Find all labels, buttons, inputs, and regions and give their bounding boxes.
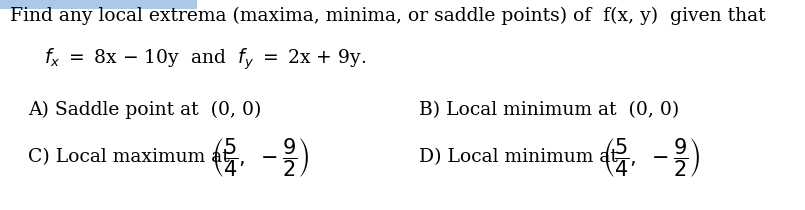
- Text: Find any local extrema (maxima, minima, or saddle points) of  f(x, y)  given tha: Find any local extrema (maxima, minima, …: [10, 6, 766, 25]
- Text: B) Local minimum at  (0, 0): B) Local minimum at (0, 0): [419, 101, 679, 119]
- Text: $f_x$ $=$ 8x $-$ 10y  and  $f_y$ $=$ 2x $+$ 9y.: $f_x$ $=$ 8x $-$ 10y and $f_y$ $=$ 2x $+…: [44, 46, 366, 72]
- Text: D) Local minimum at: D) Local minimum at: [419, 148, 624, 167]
- Text: $\left(\dfrac{5}{4},\ -\dfrac{9}{2}\right)$: $\left(\dfrac{5}{4},\ -\dfrac{9}{2}\righ…: [602, 136, 701, 179]
- Text: A) Saddle point at  (0, 0): A) Saddle point at (0, 0): [28, 101, 262, 119]
- Text: $\left(\dfrac{5}{4},\ -\dfrac{9}{2}\right)$: $\left(\dfrac{5}{4},\ -\dfrac{9}{2}\righ…: [211, 136, 310, 179]
- FancyBboxPatch shape: [0, 0, 197, 9]
- Text: C) Local maximum at: C) Local maximum at: [28, 148, 236, 167]
